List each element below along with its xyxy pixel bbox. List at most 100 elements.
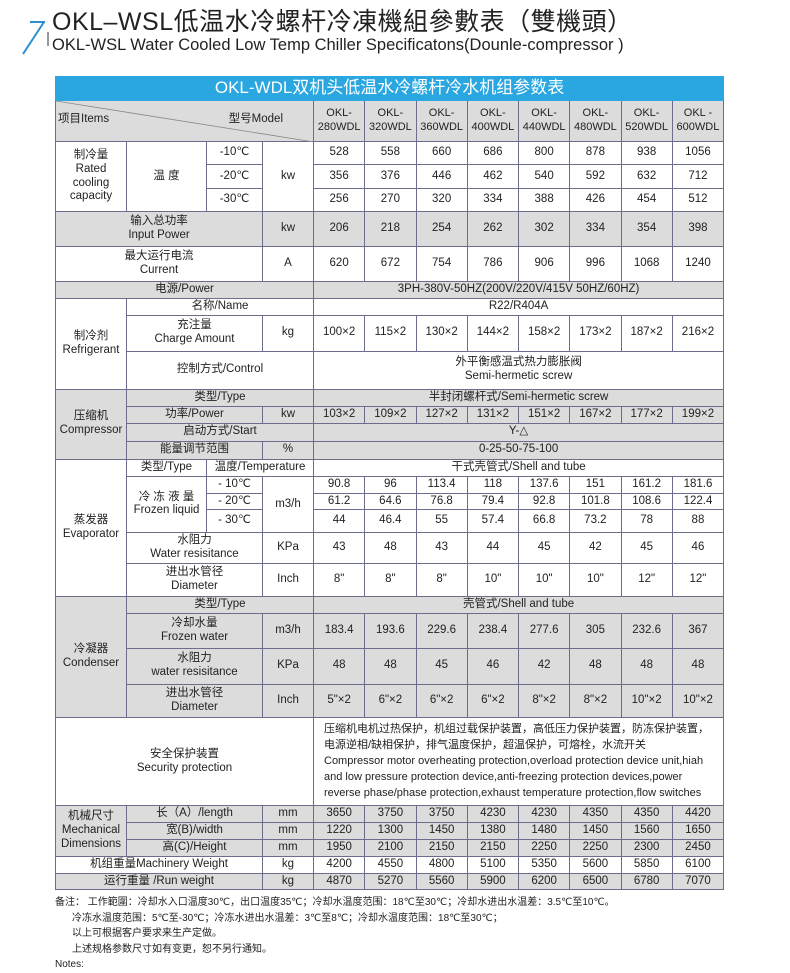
value-cell: 229.6 <box>415 612 468 649</box>
value-cell: 1240 <box>671 246 725 282</box>
table-row: 电源/Power 3PH-380V-50HZ(200V/220V/415V 50H… <box>55 281 725 299</box>
value-cell: 61.2 <box>312 492 366 511</box>
value-cell: 181.6 <box>671 475 725 494</box>
table-row: 运行重量 /Run weight kg 4870 5270 5560 5900 6200 65… <box>55 872 725 891</box>
value-cell: 218 <box>364 211 417 247</box>
unit-cell: KPa <box>262 532 314 564</box>
table-row: 控制方式/Control 外平衡感温式热力膨胀阀 Semi-hermetic sc… <box>56 350 725 390</box>
security-text: 压缩机电机过热保护，机组过载保护装置，高低压力保护装置，防冻保护装置，电源逆相/… <box>312 716 725 807</box>
value-cell: 206 <box>312 211 366 247</box>
type-label: 类型/Type <box>126 595 314 614</box>
charge-label: 充注量 Charge Amount <box>126 314 263 352</box>
table-row: 水阻力 water resisitance KPa 48 48 45 46 42 48 48 48 <box>56 647 725 685</box>
value-cell: 398 <box>671 211 725 247</box>
value-cell: 151×2 <box>517 405 571 424</box>
value-cell: 173×2 <box>569 314 622 352</box>
value-cell: 620 <box>312 246 366 282</box>
note-line: 上述规格参数尺寸如有变更，恕不另行通知。 <box>72 943 272 955</box>
value-cell: 996 <box>569 246 622 282</box>
temperature-label: 温 度 <box>126 141 207 212</box>
unit-cell: mm <box>262 805 314 824</box>
table-row: 高(C)/Height mm 1950 2100 2150 2150 2250 2250 230… <box>56 839 725 857</box>
unit-cell: Inch <box>262 562 314 597</box>
unit-cell: Inch <box>262 683 314 718</box>
value-cell: 10" <box>466 562 520 597</box>
table-row: 输入总功率 Input Power kw 206 218 254 262 302 334 354… <box>55 211 725 247</box>
unit-cell: kg <box>262 872 314 891</box>
diagonal-divider <box>56 101 314 142</box>
table-row: - 20℃ 61.2 64.6 76.8 79.4 92.8 101.8 108.6 122.4 <box>56 492 725 511</box>
value-cell: 320 <box>415 188 468 212</box>
value-cell: 232.6 <box>620 612 673 649</box>
value-cell: 277.6 <box>517 612 571 649</box>
note-line: 备注： 工作範圍：冷却水入口温度30℃，出口温度35℃；冷却水温度范围：18℃至… <box>55 897 615 909</box>
value-cell: 528 <box>312 141 366 165</box>
evaporator-label: 蒸发器 Evaporator <box>55 458 127 597</box>
type-label: 类型/Type <box>126 458 207 477</box>
compressor-label: 压缩机 Compressor <box>55 388 127 460</box>
input-power-label: 输入总功率 Input Power <box>55 211 263 247</box>
value-cell: 79.4 <box>466 492 520 511</box>
note-line: 以上可根据客户要求来生产定做。 <box>72 928 222 940</box>
model-header: OKL- 520WDL <box>620 100 673 142</box>
table-row: 冷却水量 Frozen water m3/h 183.4 193.6 229.6 238.… <box>56 612 725 649</box>
value-cell: 754 <box>415 246 468 282</box>
value-cell: 4800 <box>415 855 468 874</box>
value-cell: 5850 <box>620 855 673 874</box>
table-row: 进出水管径 Diameter Inch 8" 8" 8" 10" 10" 10" 12" 12" <box>56 562 725 597</box>
table-row: -20℃ 356 376 446 462 540 592 632 712 <box>56 164 725 189</box>
value-cell: 5100 <box>466 855 520 874</box>
value-cell: 270 <box>364 188 417 212</box>
refrigerant-label: 制冷剂 Refrigerant <box>55 297 127 390</box>
type-value: 干式壳管式/Shell and tube <box>312 458 725 477</box>
value-cell: 8" <box>415 562 468 597</box>
table-row: 水阻力 Water resisitance KPa 43 48 43 44 45 42 45 46 <box>56 532 725 564</box>
value-cell: 2250 <box>517 839 571 857</box>
value-cell: 5900 <box>466 872 520 891</box>
security-label: 安全保护装置 Security protection <box>55 716 314 807</box>
temp-label: - 30℃ <box>206 509 263 534</box>
value-cell: 462 <box>466 164 520 189</box>
table-row: 机组重量Machinery Weight kg 4200 4550 4800 5100 53… <box>55 855 725 874</box>
unit-cell: kg <box>262 855 314 874</box>
value-cell: 48 <box>671 647 725 685</box>
value-cell: 1068 <box>620 246 673 282</box>
unit-cell: mm <box>262 822 314 841</box>
value-cell: 131×2 <box>466 405 520 424</box>
value-cell: 1950 <box>312 839 366 857</box>
value-cell: 6"×2 <box>364 683 417 718</box>
value-cell: 161.2 <box>620 475 673 494</box>
table-row: 蒸发器 Evaporator 类型/Type 温度/Temperature 干式壳管式… <box>55 458 725 597</box>
start-value: Y-△ <box>312 422 725 442</box>
unit-cell: kw <box>262 141 314 212</box>
cooling-water-label: 冷却水量 Frozen water <box>126 612 263 649</box>
run-weight-label: 运行重量 /Run weight <box>55 872 263 891</box>
value-cell: 2300 <box>620 839 673 857</box>
value-cell: 46.4 <box>364 509 417 534</box>
value-cell: 109×2 <box>364 405 417 424</box>
value-cell: 92.8 <box>517 492 571 511</box>
value-cell: 45 <box>415 647 468 685</box>
value-cell: 454 <box>620 188 673 212</box>
mechanical-label: 机械尺寸 Mechanical Dimensions <box>55 805 127 857</box>
value-cell: 44 <box>312 509 366 534</box>
water-resistance-label: 水阻力 Water resisitance <box>126 532 263 564</box>
table-row: -30℃ 256 270 320 334 388 426 454 512 <box>56 188 725 212</box>
table-row: 最大运行电流 Current A 620 672 754 786 906 996 1068 124… <box>55 246 725 282</box>
value-cell: 334 <box>466 188 520 212</box>
type-label: 类型/Type <box>126 388 314 407</box>
arrow-up-right-icon <box>22 21 49 55</box>
value-cell: 3650 <box>312 805 366 824</box>
value-cell: 2250 <box>569 839 622 857</box>
model-header: OKL- 480WDL <box>569 100 622 142</box>
cooling-capacity-label: 制冷量 Rated cooling capacity <box>55 141 127 212</box>
value-cell: 6"×2 <box>415 683 468 718</box>
value-cell: 66.8 <box>517 509 571 534</box>
value-cell: 632 <box>620 164 673 189</box>
note-line: Notes: <box>55 959 84 971</box>
control-label: 控制方式/Control <box>126 350 314 390</box>
value-cell: 305 <box>569 612 622 649</box>
value-cell: 6200 <box>517 872 571 891</box>
table-row: - 30℃ 44 46.4 55 57.4 66.8 73.2 78 88 <box>56 509 725 534</box>
value-cell: 10"×2 <box>620 683 673 718</box>
